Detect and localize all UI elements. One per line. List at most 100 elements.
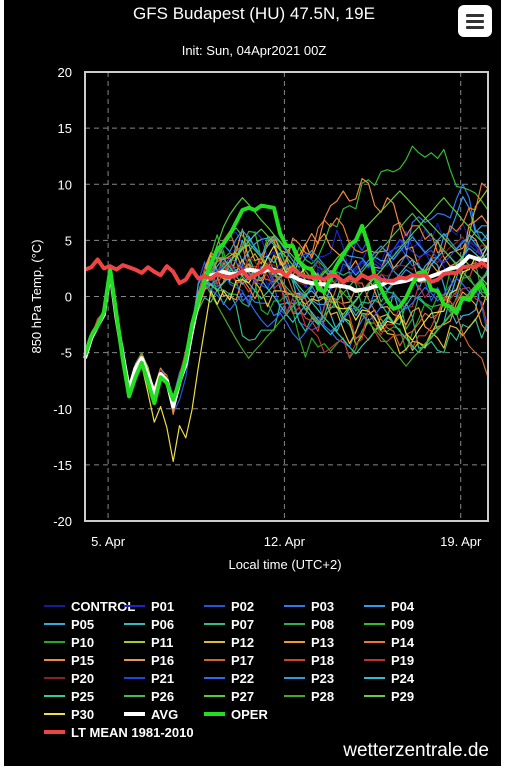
y-tick-label: 0: [65, 290, 72, 305]
legend-label: P27: [231, 689, 254, 704]
legend-item: P05: [44, 617, 94, 632]
y-axis-label: 850 hPa Temp. (°C): [29, 239, 44, 353]
legend-item: P18: [284, 653, 334, 668]
hamburger-menu-icon[interactable]: [458, 5, 492, 37]
legend-item: P15: [44, 653, 94, 668]
legend-item: P07: [204, 617, 254, 632]
legend-item: P23: [284, 671, 334, 686]
legend-item: P09: [364, 617, 414, 632]
legend-item: P08: [284, 617, 334, 632]
chart-svg: GFS Budapest (HU) 47.5N, 19E Init: Sun, …: [29, 4, 490, 761]
plot-border: [84, 71, 489, 522]
legend-label: P09: [391, 617, 414, 632]
legend-item: P06: [124, 617, 174, 632]
legend-label: P14: [391, 635, 415, 650]
x-tick-label: 12. Apr: [264, 534, 306, 549]
y-tick-label: -15: [53, 458, 72, 473]
legend-label: P18: [311, 653, 334, 668]
legend-item: P28: [284, 689, 334, 704]
grid-lines: [85, 72, 488, 521]
legend-item: P24: [364, 671, 415, 686]
y-tick-label: 10: [58, 177, 72, 192]
series-line-oper: [83, 203, 490, 406]
chart-title: GFS Budapest (HU) 47.5N, 19E: [133, 4, 375, 23]
legend-label: P03: [311, 599, 334, 614]
legend-item: P12: [204, 635, 254, 650]
legend-item: P02: [204, 599, 254, 614]
legend-label: P15: [71, 653, 94, 668]
legend-label: P29: [391, 689, 414, 704]
legend-item: P19: [364, 653, 414, 668]
legend-label: CONTROL: [71, 599, 135, 614]
series-line-p30: [84, 244, 489, 463]
legend-item: P14: [364, 635, 415, 650]
legend-item: P01: [124, 599, 174, 614]
menu-bar-bottom: [466, 26, 484, 29]
x-axis-label: Local time (UTC+2): [228, 557, 341, 572]
legend-label: P07: [231, 617, 254, 632]
legend-label: P30: [71, 707, 94, 722]
legend-label: P16: [151, 653, 174, 668]
legend-label: P12: [231, 635, 254, 650]
series-line-lt-mean-1981-2010: [84, 257, 490, 285]
legend-item: P25: [44, 689, 94, 704]
legend-label: LT MEAN 1981-2010: [71, 725, 194, 740]
legend-item: P30: [44, 707, 94, 722]
footer-credit: wetterzentrale.de: [342, 740, 489, 761]
y-tick-labels: -20 -15 -10 -5 0 5 10 15 20: [53, 65, 72, 529]
x-tick-labels: 5. Apr 12. Apr 19. Apr: [91, 534, 482, 549]
legend-label: P22: [231, 671, 254, 686]
legend-label: P08: [311, 617, 334, 632]
menu-bar-middle: [466, 20, 484, 23]
legend-label: P10: [71, 635, 94, 650]
menu-bar-top: [466, 14, 484, 17]
legend-item: P13: [284, 635, 334, 650]
legend-label: P19: [391, 653, 414, 668]
legend-item: P27: [204, 689, 254, 704]
x-tick-label: 19. Apr: [440, 534, 482, 549]
legend-item: P26: [124, 689, 174, 704]
legend-label: P17: [231, 653, 254, 668]
chart-panel: GFS Budapest (HU) 47.5N, 19E Init: Sun, …: [4, 0, 501, 766]
legend-label: P24: [391, 671, 415, 686]
legend-label: P20: [71, 671, 94, 686]
y-tick-label: -5: [60, 346, 72, 361]
y-tick-label: 5: [65, 233, 72, 248]
legend-item: P11: [124, 635, 173, 650]
legend: CONTROL P01 P02 P03 P04 P05 P06 P07 P08 P09 P10 P11…: [44, 599, 415, 740]
legend-item: P21: [124, 671, 174, 686]
series-lines: [83, 145, 490, 463]
legend-label: P05: [71, 617, 94, 632]
y-tick-label: 20: [58, 65, 72, 80]
legend-label: P25: [71, 689, 94, 704]
chart-subtitle: Init: Sun, 04Apr2021 00Z: [182, 43, 327, 58]
y-tick-label: 15: [58, 121, 72, 136]
legend-item: LT MEAN 1981-2010: [44, 725, 194, 740]
legend-item: P22: [204, 671, 254, 686]
legend-label: P23: [311, 671, 334, 686]
legend-item: OPER: [204, 707, 268, 722]
legend-label: P21: [151, 671, 174, 686]
y-tick-label: -10: [53, 402, 72, 417]
legend-item: P29: [364, 689, 414, 704]
legend-label: P11: [151, 635, 173, 650]
legend-label: P06: [151, 617, 174, 632]
legend-item: P04: [364, 599, 415, 614]
legend-item: P10: [44, 635, 94, 650]
legend-label: P01: [151, 599, 174, 614]
legend-item: CONTROL: [44, 599, 135, 614]
legend-label: P28: [311, 689, 334, 704]
legend-item: P16: [124, 653, 174, 668]
legend-label: P02: [231, 599, 254, 614]
legend-label: OPER: [231, 707, 268, 722]
x-tick-label: 5. Apr: [91, 534, 126, 549]
legend-label: P04: [391, 599, 415, 614]
legend-label: P26: [151, 689, 174, 704]
legend-label: P13: [311, 635, 334, 650]
y-tick-label: -20: [53, 514, 72, 529]
legend-item: AVG: [124, 707, 178, 722]
legend-item: P03: [284, 599, 334, 614]
legend-label: AVG: [151, 707, 178, 722]
legend-item: P20: [44, 671, 94, 686]
legend-item: P17: [204, 653, 254, 668]
